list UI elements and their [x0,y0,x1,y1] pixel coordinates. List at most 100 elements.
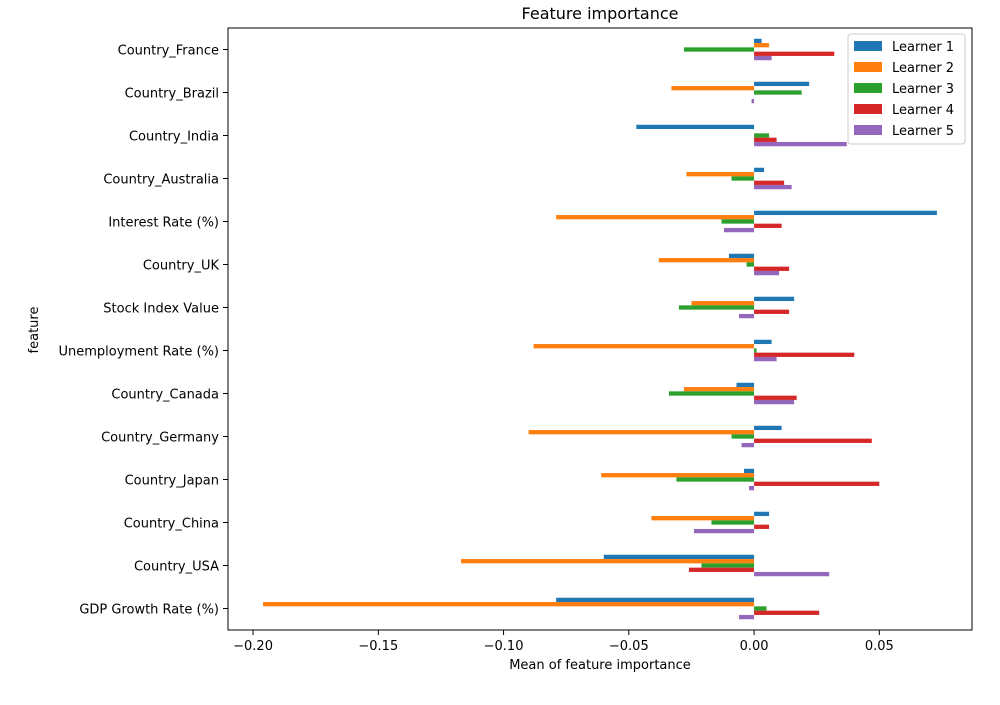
y-tick-label: Unemployment Rate (%) [59,345,220,360]
y-tick-label: Country_USA [134,560,219,575]
legend-label-learner-5: Learner 5 [892,124,954,139]
bar-country-japan-learner-2 [601,473,754,477]
bar-country-uk-learner-4 [754,267,789,271]
bar-country-france-learner-3 [684,47,754,51]
bar-country-france-learner-5 [754,56,772,60]
bar-country-canada-learner-3 [669,391,754,395]
bar-country-uk-learner-2 [659,258,754,262]
bar-unemployment-rate--learner-2 [534,344,754,348]
x-axis-label: Mean of feature importance [509,658,691,673]
y-tick-label: Country_India [129,130,219,145]
bar-unemployment-rate--learner-3 [754,348,757,352]
y-tick-label: Interest Rate (%) [108,216,219,231]
x-tick-label: 0.00 [740,639,769,654]
bar-country-india-learner-5 [754,142,847,146]
bars-layer [263,39,937,620]
bar-country-brazil-learner-2 [671,86,754,90]
y-tick-label: Country_Germany [101,431,219,446]
bar-country-brazil-learner-3 [754,90,802,94]
bar-unemployment-rate--learner-4 [754,353,854,357]
bar-country-australia-learner-3 [732,176,755,180]
legend-swatch-learner-5 [854,125,882,135]
bar-country-usa-learner-1 [604,555,754,559]
chart-title: Feature importance [522,4,679,23]
bar-country-australia-learner-1 [754,168,764,172]
bar-country-japan-learner-3 [676,477,754,481]
x-tick-label: −0.20 [233,639,273,654]
bar-country-australia-learner-4 [754,181,784,185]
bar-gdp-growth-rate--learner-4 [754,611,819,615]
bar-country-uk-learner-5 [754,271,779,275]
legend-swatch-learner-1 [854,41,882,51]
bar-gdp-growth-rate--learner-2 [263,602,754,606]
bar-interest-rate--learner-3 [721,219,754,223]
bar-country-china-learner-5 [694,529,754,533]
legend-swatch-learner-3 [854,83,882,93]
bar-country-usa-learner-3 [701,563,754,567]
legend-label-learner-1: Learner 1 [892,40,954,55]
bar-gdp-growth-rate--learner-3 [754,606,767,610]
bar-country-japan-learner-1 [744,469,754,473]
legend-swatch-learner-2 [854,62,882,72]
bar-country-china-learner-4 [754,525,769,529]
bar-country-france-learner-2 [754,43,769,47]
bar-interest-rate--learner-4 [754,224,782,228]
bar-interest-rate--learner-5 [724,228,754,232]
bar-interest-rate--learner-2 [556,215,754,219]
bar-country-india-learner-3 [754,133,769,137]
legend-label-learner-4: Learner 4 [892,103,954,118]
bar-country-usa-learner-5 [754,572,829,576]
bar-stock-index-value-learner-2 [691,301,754,305]
bar-country-usa-learner-4 [689,568,754,572]
bar-country-canada-learner-2 [684,387,754,391]
bar-stock-index-value-learner-4 [754,310,789,314]
bar-country-uk-learner-1 [729,254,754,258]
y-tick-label: GDP Growth Rate (%) [79,603,219,618]
legend-label-learner-3: Learner 3 [892,82,954,97]
bar-country-china-learner-1 [754,512,769,516]
y-tick-label: Country_Australia [103,173,219,188]
bar-stock-index-value-learner-3 [679,305,754,309]
bar-country-canada-learner-4 [754,396,797,400]
legend-swatch-learner-4 [854,104,882,114]
y-tick-label: Country_Canada [111,388,219,403]
bar-country-japan-learner-4 [754,482,879,486]
bar-gdp-growth-rate--learner-5 [739,615,754,619]
bar-country-india-learner-4 [754,138,777,142]
bar-stock-index-value-learner-1 [754,297,794,301]
bar-country-australia-learner-2 [686,172,754,176]
bar-interest-rate--learner-1 [754,211,937,215]
bar-country-uk-learner-3 [747,262,755,266]
bar-unemployment-rate--learner-1 [754,340,772,344]
bar-country-china-learner-2 [651,516,754,520]
bar-country-germany-learner-4 [754,439,872,443]
bar-country-germany-learner-3 [732,434,755,438]
bar-country-france-learner-1 [754,39,762,43]
y-tick-label: Country_France [118,44,219,59]
y-tick-label: Country_Japan [125,474,219,489]
bar-country-canada-learner-5 [754,400,794,404]
bar-country-usa-learner-2 [461,559,754,563]
y-tick-label: Country_China [124,517,219,532]
bar-unemployment-rate--learner-5 [754,357,777,361]
bar-country-germany-learner-5 [742,443,755,447]
x-tick-label: −0.10 [484,639,524,654]
y-axis-label: feature [27,307,42,354]
x-tick-label: 0.05 [865,639,894,654]
bar-country-germany-learner-2 [529,430,754,434]
bar-country-france-learner-4 [754,52,834,56]
y-tick-label: Stock Index Value [103,302,219,317]
bar-country-germany-learner-1 [754,426,782,430]
bar-gdp-growth-rate--learner-1 [556,598,754,602]
y-tick-label: Country_UK [143,259,220,274]
y-tick-label: Country_Brazil [125,87,219,102]
bar-country-china-learner-3 [711,520,754,524]
bar-country-canada-learner-1 [737,383,755,387]
bar-country-australia-learner-5 [754,185,792,189]
bar-country-india-learner-1 [636,125,754,129]
bar-country-japan-learner-5 [749,486,754,490]
bar-country-brazil-learner-1 [754,82,809,86]
